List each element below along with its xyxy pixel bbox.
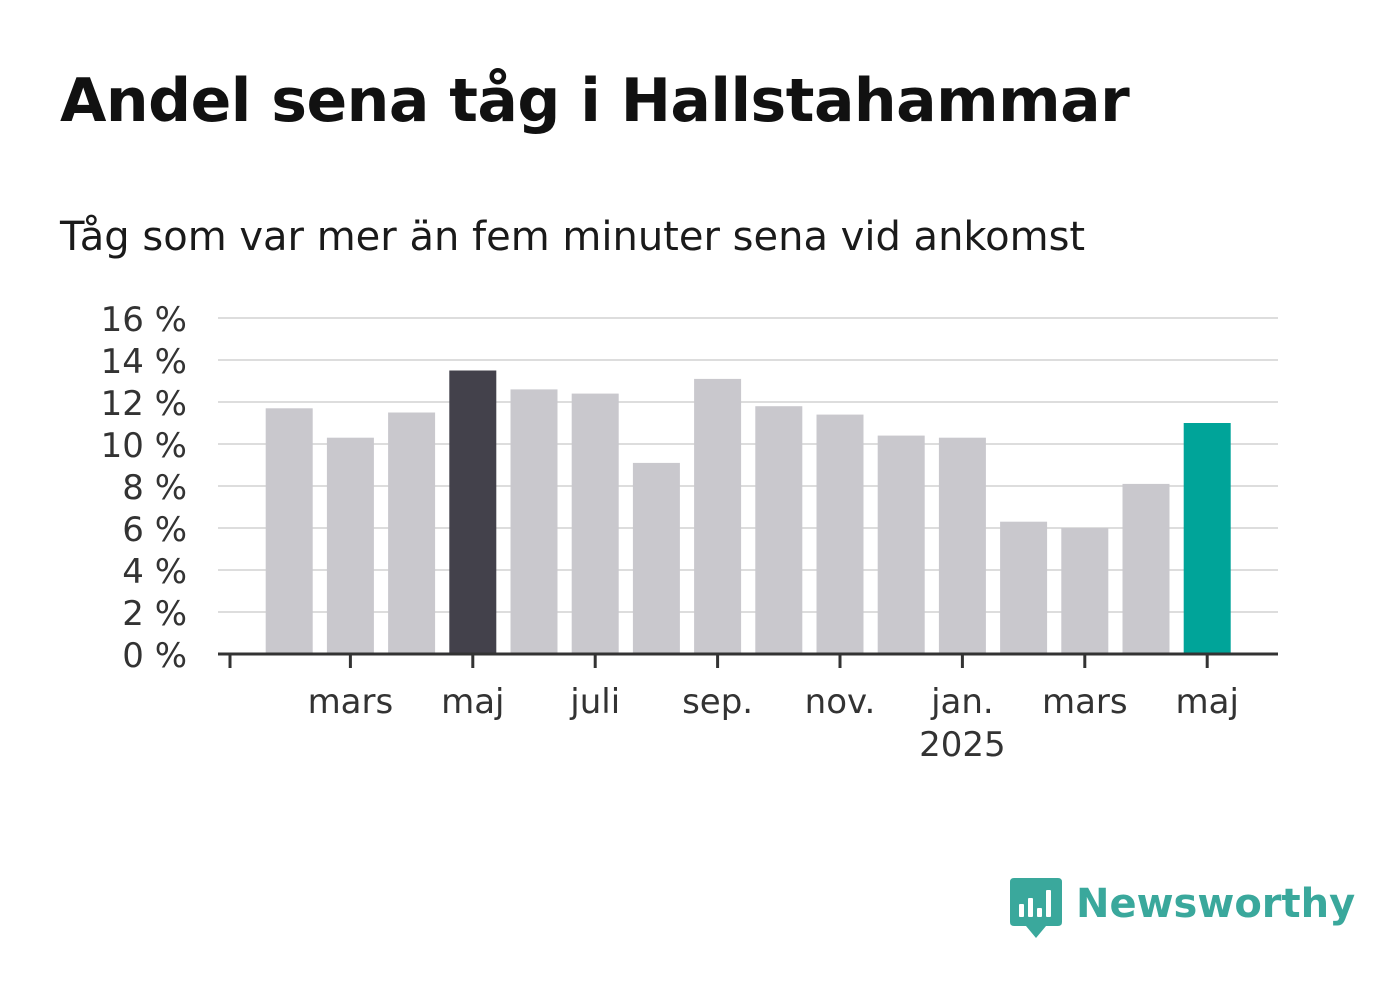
bar-2024-10 bbox=[755, 406, 803, 654]
bar-2024-09 bbox=[694, 378, 742, 654]
y-tick-label: 2 % bbox=[122, 594, 187, 634]
bar-2024-04 bbox=[388, 412, 436, 654]
x-tick-label: nov. bbox=[805, 682, 876, 722]
x-tick-label: sep. bbox=[682, 682, 753, 722]
bar-2025-02 bbox=[1000, 521, 1048, 654]
y-tick-label: 4 % bbox=[122, 552, 187, 592]
bar-2025-03 bbox=[1061, 528, 1109, 654]
bar-2024-12 bbox=[877, 435, 925, 654]
x-tick-label: mars bbox=[1042, 682, 1128, 722]
gridlines bbox=[218, 317, 1278, 613]
y-tick-label: 6 % bbox=[122, 510, 187, 550]
bar-2024-03 bbox=[326, 437, 374, 654]
x-axis-labels: mars maj juli sep. nov. jan.2025 mars maj bbox=[308, 682, 1239, 765]
bar-2024-08 bbox=[632, 462, 680, 654]
bar-2024-07 bbox=[571, 393, 619, 654]
brand-name: Newsworthy bbox=[1076, 881, 1356, 927]
bar-2025-01 bbox=[938, 437, 986, 654]
newsworthy-logo-icon bbox=[1010, 878, 1062, 938]
x-tick-label: mars bbox=[308, 682, 394, 722]
y-tick-label: 14 % bbox=[101, 342, 187, 382]
x-tick-label: maj bbox=[441, 682, 504, 722]
y-tick-label: 10 % bbox=[101, 426, 187, 466]
x-tick-label: jan. bbox=[930, 682, 994, 722]
chart-subtitle: Tåg som var mer än fem minuter sena vid … bbox=[60, 214, 1086, 260]
x-tick-label: maj bbox=[1175, 682, 1238, 722]
y-tick-label: 16 % bbox=[101, 300, 187, 340]
y-tick-label: 12 % bbox=[101, 384, 187, 424]
newsworthy-logo: Newsworthy bbox=[1010, 878, 1355, 940]
bar-2024-11 bbox=[816, 414, 864, 654]
x-axis bbox=[218, 652, 1278, 668]
bar-2025-05 bbox=[1183, 423, 1231, 654]
bar-2024-05 bbox=[449, 370, 497, 654]
chart-title: Andel sena tåg i Hallstahammar bbox=[60, 66, 1130, 136]
y-axis-labels: 0 %2 %4 %6 %8 %10 %12 %14 %16 % bbox=[101, 300, 187, 676]
x-tick-sublabel: 2025 bbox=[919, 725, 1006, 765]
bars bbox=[265, 370, 1231, 654]
y-tick-label: 0 % bbox=[122, 636, 187, 676]
bar-2024-06 bbox=[510, 389, 558, 654]
x-tick-label: juli bbox=[569, 682, 620, 722]
y-tick-label: 8 % bbox=[122, 468, 187, 508]
bar-2024-02 bbox=[265, 408, 313, 654]
bar-2025-04 bbox=[1122, 483, 1170, 654]
